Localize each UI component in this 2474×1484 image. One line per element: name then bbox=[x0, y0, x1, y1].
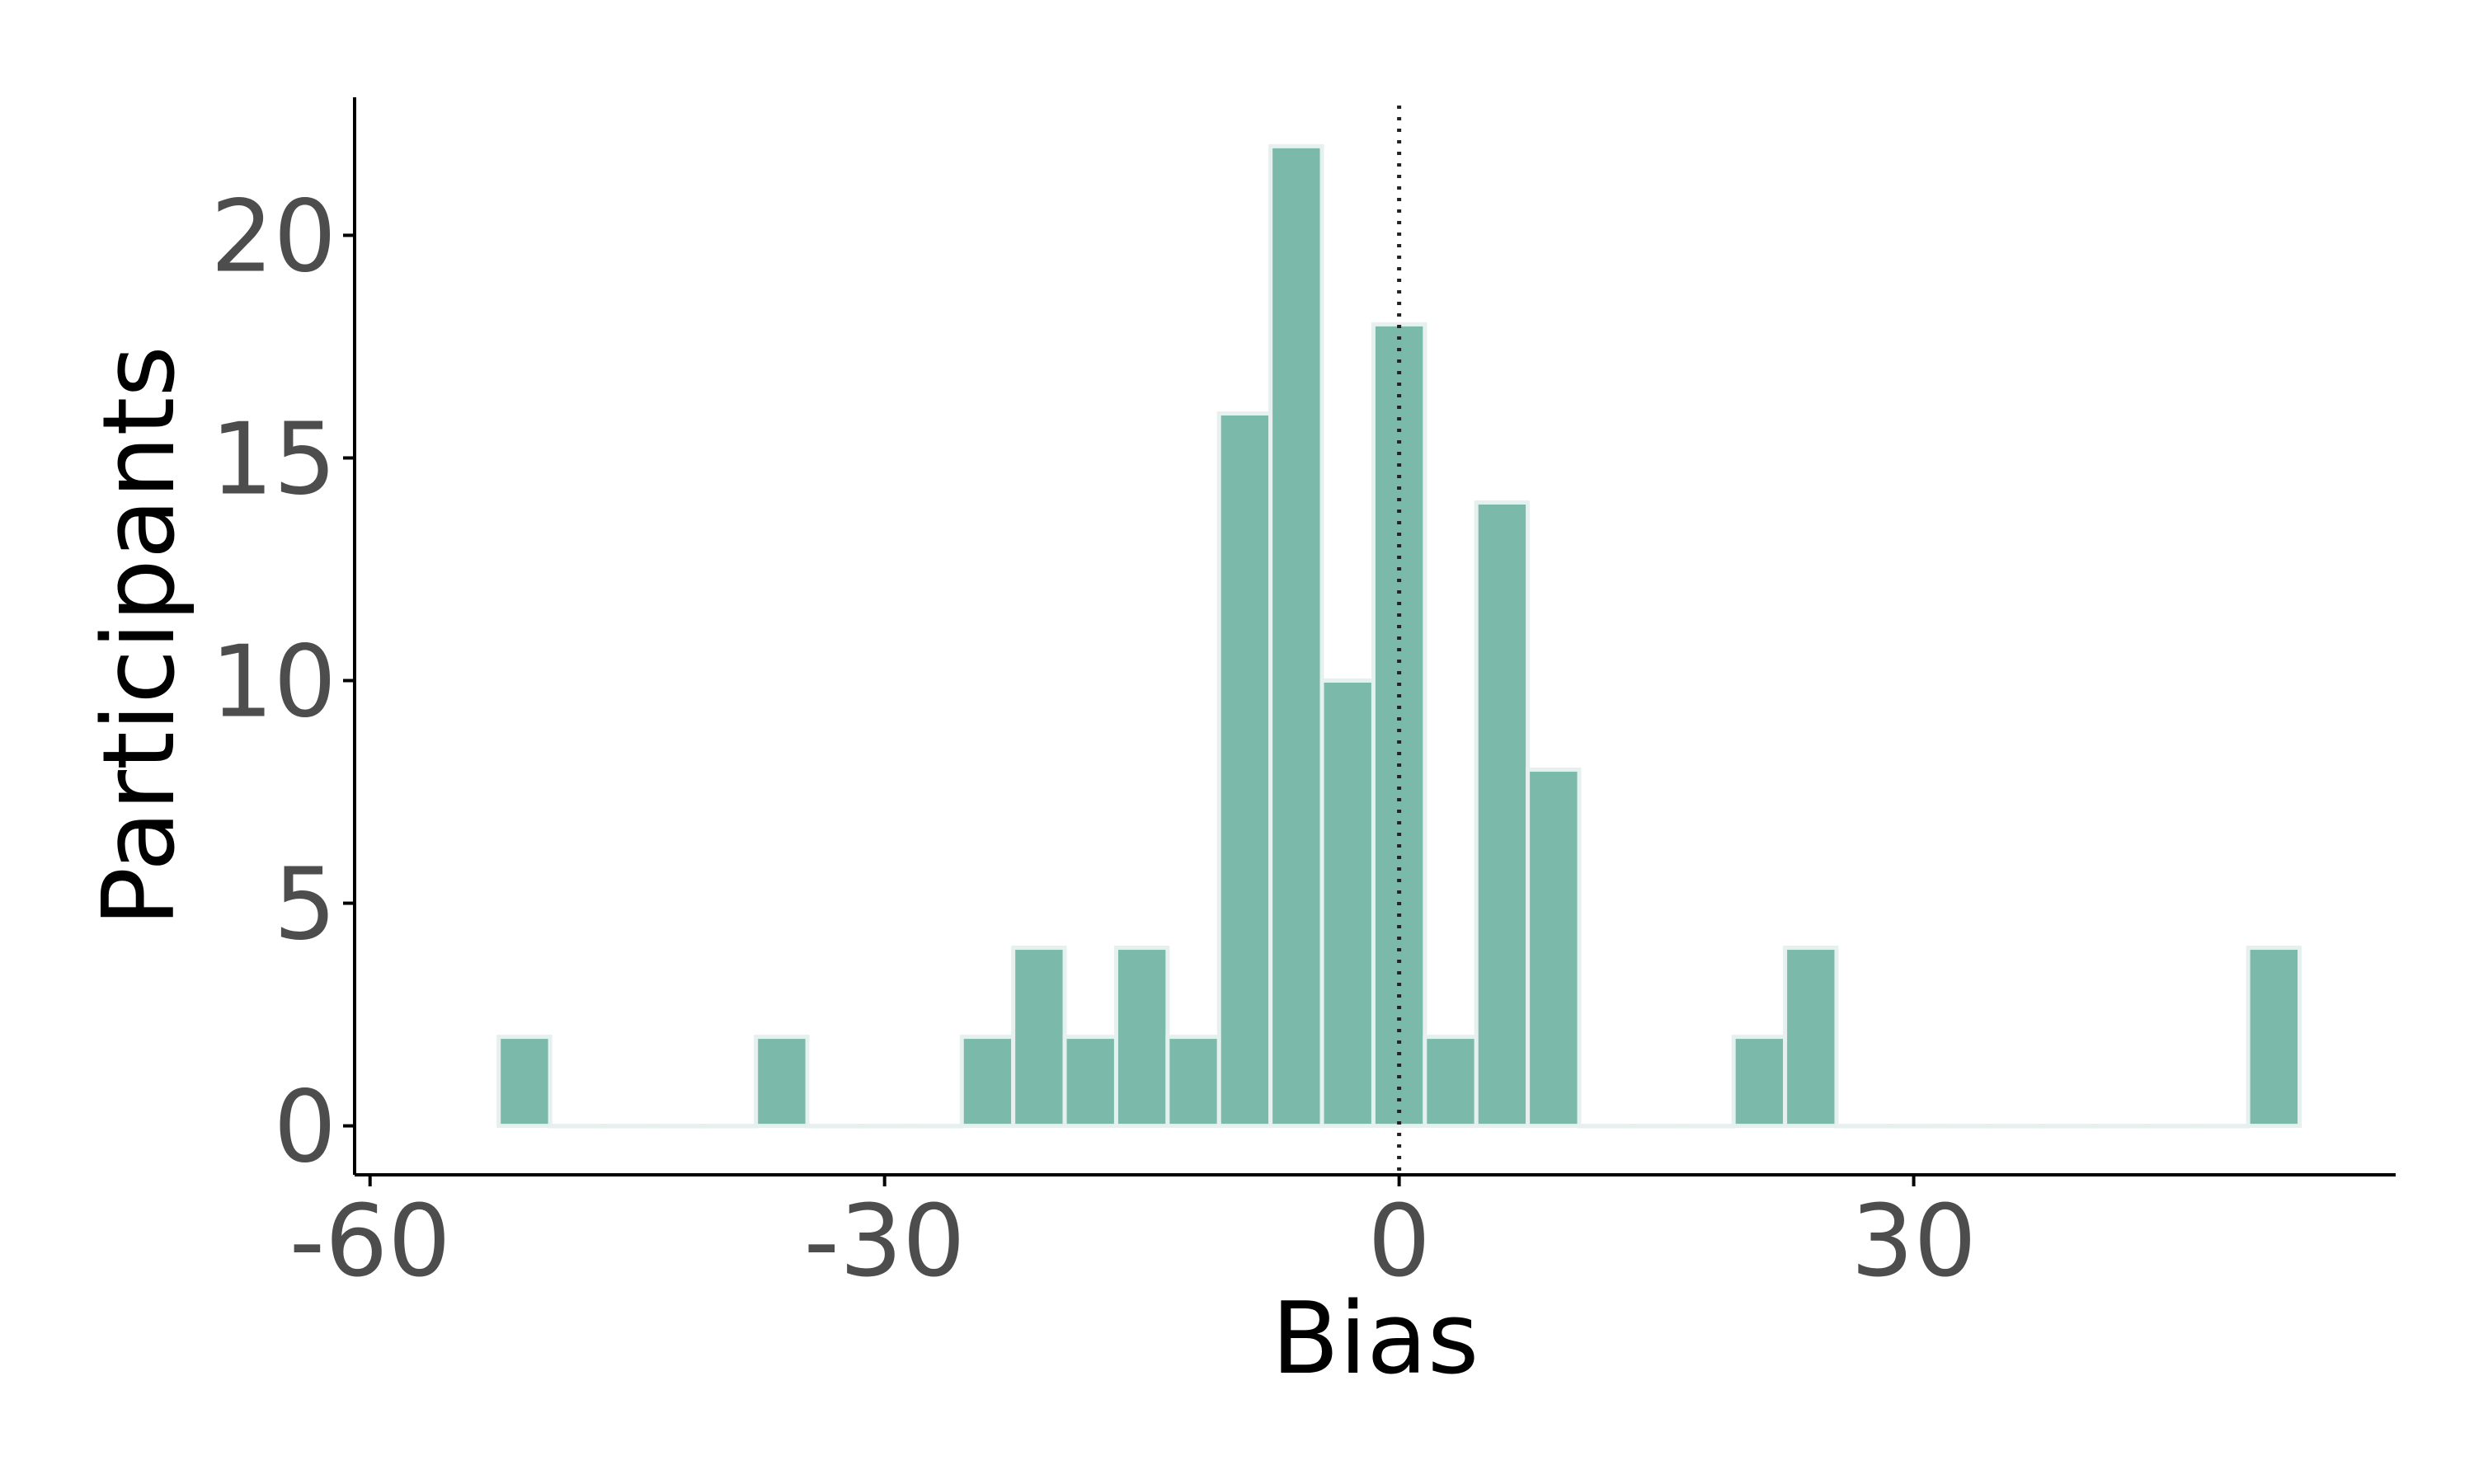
histogram-bar bbox=[1834, 1124, 1890, 1129]
histogram-bar bbox=[1783, 946, 1839, 1129]
x-axis: -60 -30 0 30 bbox=[289, 1173, 2396, 1299]
y-tick-label: 15 bbox=[210, 402, 336, 517]
y-tick-label: 10 bbox=[210, 626, 336, 740]
histogram-bar bbox=[856, 1124, 913, 1129]
y-tick-label: 20 bbox=[210, 180, 336, 294]
y-tick-label: 0 bbox=[274, 1071, 336, 1186]
histogram-bar bbox=[1526, 768, 1582, 1129]
histogram-bar bbox=[1937, 1124, 1993, 1129]
y-axis: 0 5 10 15 20 bbox=[210, 97, 356, 1186]
histogram-bar bbox=[1165, 1035, 1221, 1129]
histogram-bar bbox=[1011, 946, 1067, 1129]
histogram-bar bbox=[1885, 1124, 1942, 1129]
histogram-bar bbox=[2091, 1124, 2147, 1129]
histogram-bar bbox=[1577, 1124, 1633, 1129]
histogram-bar bbox=[2142, 1124, 2199, 1129]
histogram-bar bbox=[496, 1035, 553, 1129]
histogram-bar bbox=[1062, 1035, 1118, 1129]
histogram-bar bbox=[1268, 143, 1324, 1129]
histogram-bar bbox=[1731, 1035, 1788, 1129]
histogram-bar bbox=[754, 1035, 810, 1129]
histogram-bar bbox=[805, 1124, 861, 1129]
x-axis-title: Bias bbox=[1272, 1282, 1479, 1397]
histogram-bar bbox=[1680, 1124, 1736, 1129]
histogram-bar bbox=[599, 1124, 656, 1129]
histogram-bar bbox=[1474, 500, 1531, 1129]
histogram-bar bbox=[1371, 322, 1427, 1129]
bars-group bbox=[496, 143, 2302, 1129]
x-tick-label: -60 bbox=[289, 1185, 451, 1299]
histogram-bar bbox=[1319, 679, 1376, 1129]
histogram-bar bbox=[1628, 1124, 1685, 1129]
histogram-bar bbox=[1423, 1035, 1479, 1129]
histogram-bar bbox=[2194, 1124, 2251, 1129]
histogram-bar bbox=[908, 1124, 964, 1129]
x-tick-label: 0 bbox=[1367, 1185, 1430, 1299]
histogram-bar bbox=[651, 1124, 707, 1129]
histogram-bar bbox=[548, 1124, 604, 1129]
y-axis-title: Participants bbox=[82, 345, 197, 927]
histogram-bar bbox=[959, 1035, 1016, 1129]
x-tick-label: -30 bbox=[804, 1185, 966, 1299]
histogram-bar bbox=[1988, 1124, 2045, 1129]
histogram-bar bbox=[2040, 1124, 2096, 1129]
histogram-bar bbox=[1113, 946, 1170, 1129]
histogram-bar bbox=[702, 1124, 759, 1129]
histogram-bar bbox=[1216, 411, 1273, 1129]
histogram-bar bbox=[2246, 946, 2302, 1129]
x-tick-label: 30 bbox=[1851, 1185, 1977, 1299]
y-tick-label: 5 bbox=[274, 848, 336, 963]
